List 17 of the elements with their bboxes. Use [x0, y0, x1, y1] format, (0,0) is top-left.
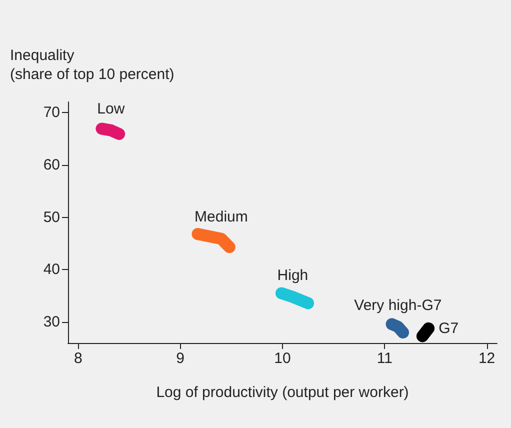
x-tick-label: 12 — [478, 350, 496, 367]
y-axis-title: Inequality (share of top 10 percent) — [10, 47, 174, 83]
series-label: Medium — [194, 208, 248, 226]
y-tick-label: 70 — [43, 104, 60, 121]
x-tick-label: 10 — [274, 350, 291, 367]
series-label: Very high-G7 — [354, 296, 442, 314]
y-tick-label: 30 — [43, 314, 60, 331]
x-tick-label: 11 — [376, 350, 392, 367]
y-tick-label: 60 — [43, 156, 60, 174]
x-axis-title: Log of productivity (output per worker) — [156, 384, 409, 401]
y-tick-label: 40 — [43, 261, 60, 278]
series-label: Low — [97, 100, 125, 118]
y-tick-label: 50 — [43, 208, 60, 226]
x-tick-label: 8 — [74, 350, 82, 367]
series-label: High — [277, 266, 308, 284]
series-label: G7 — [438, 320, 459, 337]
x-tick-label: 9 — [176, 350, 185, 367]
